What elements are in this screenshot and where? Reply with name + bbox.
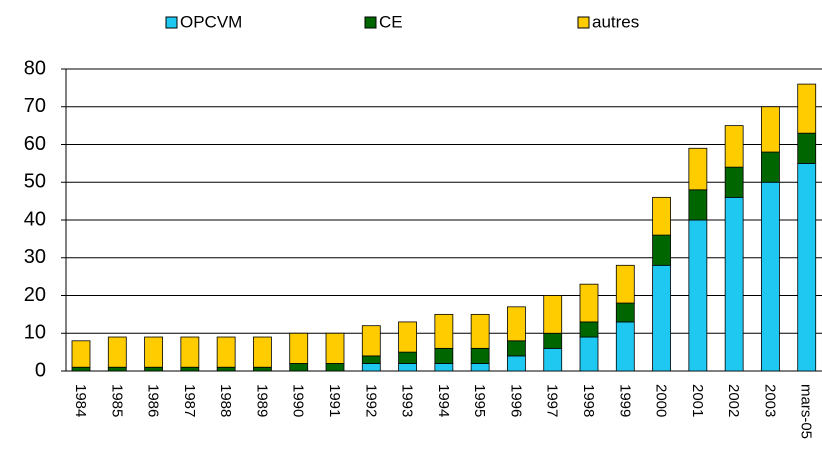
bar-segment — [398, 321, 417, 353]
bar-segment — [543, 332, 563, 349]
bar-segment — [652, 264, 671, 372]
x-tick-label: 1988 — [217, 384, 234, 417]
bar-segment — [761, 151, 780, 183]
y-tick-label: 60 — [24, 133, 46, 155]
x-tick-label: 1985 — [108, 384, 125, 417]
bar-segment — [470, 347, 490, 364]
bar-segment — [434, 313, 454, 349]
bar-segment — [797, 132, 817, 164]
bar-segment — [579, 321, 599, 338]
bar-segment — [180, 366, 200, 372]
bar-segment — [325, 363, 345, 372]
y-tick-label: 10 — [24, 322, 46, 344]
y-tick-label: 30 — [24, 246, 46, 268]
x-tick-label: 1998 — [580, 384, 597, 417]
y-tick-label: 70 — [24, 95, 46, 117]
bar-segment — [144, 336, 163, 368]
x-tick-label: 1999 — [616, 384, 633, 417]
bar-segment — [470, 363, 490, 372]
y-tick-label: 40 — [24, 208, 46, 230]
x-tick-label: 1987 — [181, 384, 198, 417]
bar-segment — [71, 340, 91, 368]
y-tick-label: 20 — [24, 284, 46, 306]
bar-segment — [615, 321, 635, 372]
bar-segment — [724, 166, 744, 198]
x-tick-label: 1991 — [326, 384, 343, 417]
bar-segment — [361, 363, 381, 372]
y-tick-label: 50 — [24, 171, 46, 193]
y-tick-label: 80 — [24, 57, 46, 79]
bar-segment — [253, 366, 272, 372]
bar-segment — [688, 189, 708, 221]
bar-segment — [615, 302, 635, 323]
bar-segment — [325, 332, 345, 364]
bar-segment — [107, 366, 127, 372]
bar-segment — [688, 219, 708, 372]
bar-segment — [216, 366, 236, 372]
legend-label: OPCVM — [180, 12, 242, 31]
bar-segment — [615, 264, 635, 304]
bar-segment — [470, 313, 490, 349]
bar-segment — [507, 306, 526, 342]
legend-swatch — [577, 16, 590, 29]
bar-segment — [579, 336, 599, 372]
x-tick-label: 1989 — [253, 384, 270, 417]
bar-segment — [289, 332, 309, 364]
x-tick-label: 1992 — [362, 384, 379, 417]
bar-segment — [71, 366, 91, 372]
bar-segment — [289, 363, 309, 372]
x-tick-label: 1990 — [290, 384, 307, 417]
legend-swatch — [364, 16, 377, 29]
x-tick-label: mars-05 — [798, 384, 815, 439]
x-tick-label: 2002 — [725, 384, 742, 417]
legend-label: CE — [379, 12, 403, 31]
bar-segment — [144, 366, 163, 372]
bar-segment — [652, 196, 671, 236]
bar-segment — [761, 106, 780, 153]
bar-segment — [180, 336, 200, 368]
x-tick-label: 1986 — [145, 384, 162, 417]
bar-segment — [434, 363, 454, 372]
x-tick-label: 2001 — [689, 384, 706, 417]
x-tick-label: 1993 — [399, 384, 416, 417]
bar-segment — [398, 363, 417, 372]
bar-segment — [652, 234, 671, 266]
bar-segment — [507, 340, 526, 357]
bar-segment — [361, 355, 381, 364]
bar-segment — [797, 162, 817, 372]
x-tick-label: 1984 — [72, 384, 89, 417]
bar-segment — [724, 196, 744, 372]
bar-segment — [507, 355, 526, 372]
x-tick-label: 2000 — [653, 384, 670, 417]
x-tick-label: 1995 — [471, 384, 488, 417]
bar-segment — [724, 125, 744, 168]
bar-segment — [253, 336, 272, 368]
legend-label: autres — [592, 12, 639, 31]
bar-segment — [361, 325, 381, 357]
bar-segment — [761, 181, 780, 372]
bar-segment — [579, 283, 599, 323]
y-tick-label: 0 — [35, 359, 46, 381]
bar-segment — [543, 347, 563, 372]
bar-segment — [398, 351, 417, 364]
bar-segment — [107, 336, 127, 368]
x-tick-label: 2003 — [761, 384, 778, 417]
bar-segment — [688, 147, 708, 191]
x-tick-label: 1997 — [544, 384, 561, 417]
bar-segment — [543, 295, 563, 334]
bar-segment — [434, 347, 454, 364]
x-tick-label: 1994 — [435, 384, 452, 417]
x-tick-label: 1996 — [507, 384, 524, 417]
bar-segment — [216, 336, 236, 368]
bar-segment — [797, 83, 817, 134]
legend-swatch — [165, 16, 178, 29]
